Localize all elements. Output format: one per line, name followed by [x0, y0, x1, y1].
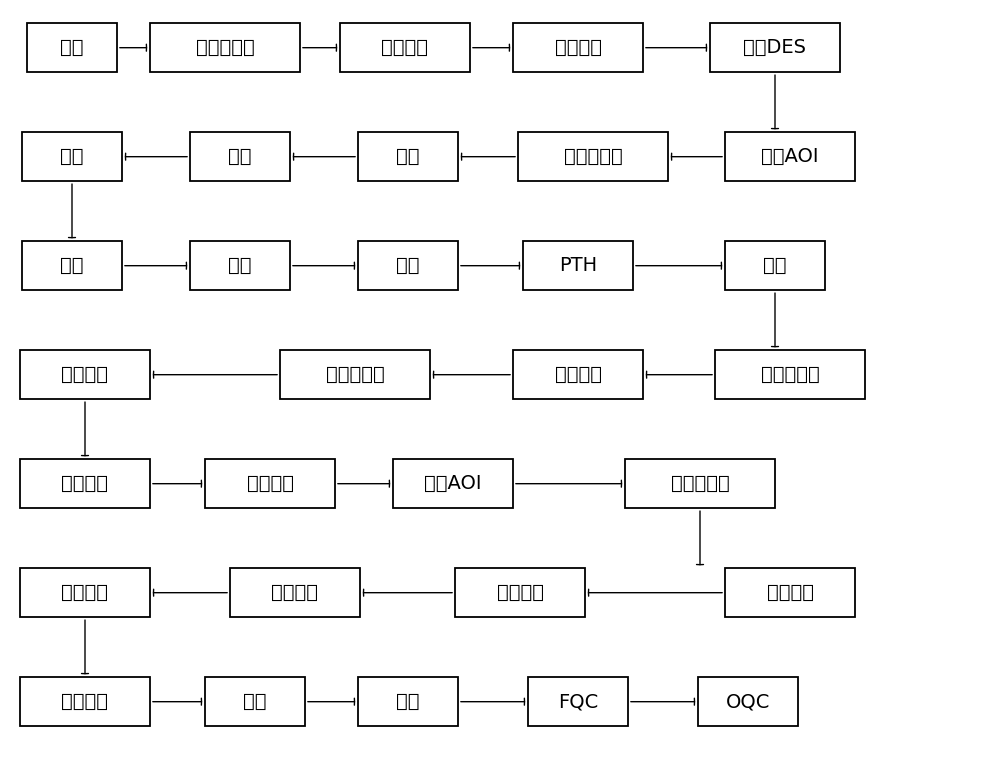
- Bar: [190, 241, 290, 290]
- Text: 成型: 成型: [243, 692, 267, 711]
- Bar: [190, 132, 290, 182]
- Bar: [715, 350, 865, 399]
- Bar: [20, 459, 150, 508]
- Text: 电测: 电测: [396, 692, 420, 711]
- Text: 文字印刷: 文字印刷: [62, 692, 108, 711]
- Text: 内层AOI: 内层AOI: [761, 147, 819, 166]
- Text: OQC: OQC: [726, 692, 770, 711]
- Text: 阻焊印刷: 阻焊印刷: [767, 583, 814, 602]
- Text: 铣边: 铣边: [228, 256, 252, 275]
- Bar: [625, 459, 775, 508]
- Bar: [358, 678, 458, 726]
- Text: 压合前处理: 压合前处理: [564, 147, 622, 166]
- Bar: [280, 350, 430, 399]
- Bar: [725, 568, 855, 617]
- Bar: [523, 241, 633, 290]
- Bar: [205, 459, 335, 508]
- Bar: [150, 23, 300, 72]
- Text: 阻焊显影: 阻焊显影: [272, 583, 318, 602]
- Text: 线路显影: 线路显影: [246, 474, 294, 493]
- Bar: [230, 568, 360, 617]
- Text: 叠板: 叠板: [396, 147, 420, 166]
- Bar: [20, 350, 150, 399]
- Bar: [393, 459, 513, 508]
- Text: 内层涂布: 内层涂布: [382, 38, 428, 57]
- Bar: [358, 132, 458, 182]
- Text: 电镀金技术: 电镀金技术: [326, 365, 384, 385]
- Bar: [205, 678, 305, 726]
- Text: 阻焊前处理: 阻焊前处理: [671, 474, 729, 493]
- Text: FQC: FQC: [558, 692, 598, 711]
- Bar: [20, 678, 150, 726]
- Bar: [22, 132, 122, 182]
- Bar: [358, 241, 458, 290]
- Bar: [725, 132, 855, 182]
- Text: 阻焊曝光: 阻焊曝光: [496, 583, 544, 602]
- Text: 选化干膜: 选化干膜: [554, 365, 602, 385]
- Bar: [528, 678, 628, 726]
- Text: 内层前处理: 内层前处理: [196, 38, 254, 57]
- Bar: [340, 23, 470, 72]
- Bar: [725, 241, 825, 290]
- Text: 开料: 开料: [60, 38, 84, 57]
- Text: 冷压: 冷压: [60, 147, 84, 166]
- Bar: [518, 132, 668, 182]
- Text: 热压: 热压: [228, 147, 252, 166]
- Text: 钻孔: 钻孔: [396, 256, 420, 275]
- Text: 线路曝光: 线路曝光: [62, 474, 108, 493]
- Bar: [513, 23, 643, 72]
- Text: 打靶: 打靶: [60, 256, 84, 275]
- Text: 阻焊烘烤: 阻焊烘烤: [62, 583, 108, 602]
- Bar: [22, 241, 122, 290]
- Bar: [710, 23, 840, 72]
- Bar: [455, 568, 585, 617]
- Text: 线路前处理: 线路前处理: [761, 365, 819, 385]
- Bar: [698, 678, 798, 726]
- Text: 内层DES: 内层DES: [744, 38, 806, 57]
- Text: 电镀: 电镀: [763, 256, 787, 275]
- Bar: [513, 350, 643, 399]
- Text: 内层曝光: 内层曝光: [554, 38, 602, 57]
- Text: PTH: PTH: [559, 256, 597, 275]
- Text: 线路AOI: 线路AOI: [424, 474, 482, 493]
- Bar: [20, 568, 150, 617]
- Bar: [27, 23, 117, 72]
- Text: 线路干膜: 线路干膜: [62, 365, 108, 385]
